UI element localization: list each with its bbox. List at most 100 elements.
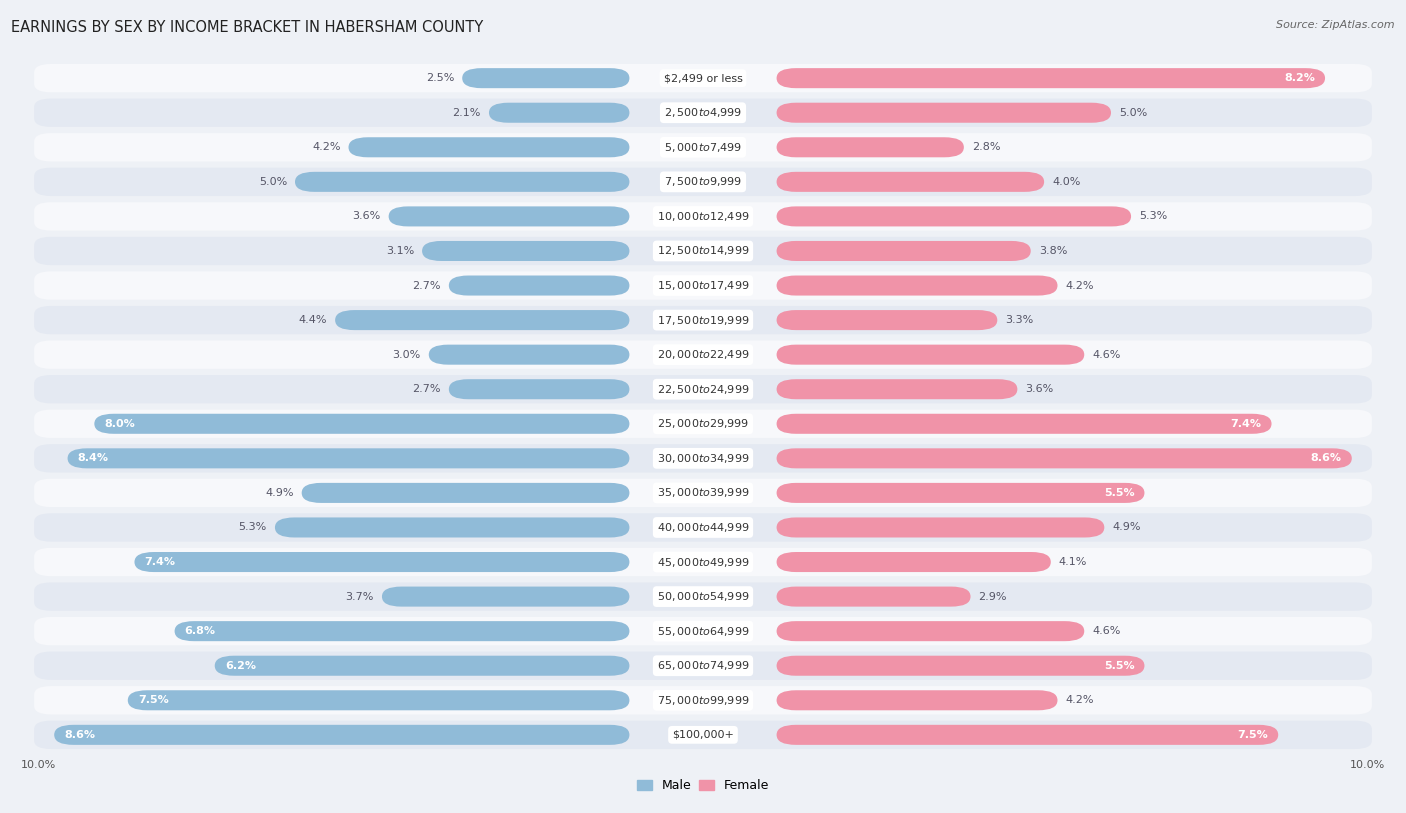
FancyBboxPatch shape: [34, 548, 1372, 576]
FancyBboxPatch shape: [776, 414, 1271, 434]
Text: 2.1%: 2.1%: [453, 107, 481, 118]
Text: 7.5%: 7.5%: [138, 695, 169, 706]
Text: $7,500 to $9,999: $7,500 to $9,999: [664, 176, 742, 189]
FancyBboxPatch shape: [34, 651, 1372, 680]
Text: 7.4%: 7.4%: [145, 557, 176, 567]
Text: $40,000 to $44,999: $40,000 to $44,999: [657, 521, 749, 534]
FancyBboxPatch shape: [776, 448, 1351, 468]
FancyBboxPatch shape: [128, 690, 630, 711]
FancyBboxPatch shape: [34, 582, 1372, 611]
FancyBboxPatch shape: [776, 68, 1324, 88]
Text: $65,000 to $74,999: $65,000 to $74,999: [657, 659, 749, 672]
Text: 3.6%: 3.6%: [1025, 385, 1053, 394]
Text: 4.0%: 4.0%: [1052, 177, 1081, 187]
Text: 5.0%: 5.0%: [1119, 107, 1147, 118]
FancyBboxPatch shape: [34, 410, 1372, 438]
Text: Source: ZipAtlas.com: Source: ZipAtlas.com: [1277, 20, 1395, 30]
Text: 3.6%: 3.6%: [353, 211, 381, 221]
FancyBboxPatch shape: [776, 137, 965, 157]
FancyBboxPatch shape: [776, 276, 1057, 296]
Text: 2.7%: 2.7%: [412, 280, 441, 290]
FancyBboxPatch shape: [429, 345, 630, 365]
FancyBboxPatch shape: [302, 483, 630, 503]
FancyBboxPatch shape: [776, 310, 997, 330]
Text: $30,000 to $34,999: $30,000 to $34,999: [657, 452, 749, 465]
FancyBboxPatch shape: [34, 513, 1372, 541]
Text: $25,000 to $29,999: $25,000 to $29,999: [657, 417, 749, 430]
Text: 2.8%: 2.8%: [972, 142, 1001, 152]
FancyBboxPatch shape: [776, 207, 1130, 227]
FancyBboxPatch shape: [34, 133, 1372, 162]
Text: 10.0%: 10.0%: [21, 759, 56, 770]
Text: $45,000 to $49,999: $45,000 to $49,999: [657, 555, 749, 568]
FancyBboxPatch shape: [94, 414, 630, 434]
Text: 3.8%: 3.8%: [1039, 246, 1067, 256]
FancyBboxPatch shape: [34, 686, 1372, 715]
FancyBboxPatch shape: [489, 102, 630, 123]
Text: 4.2%: 4.2%: [1066, 280, 1094, 290]
FancyBboxPatch shape: [388, 207, 630, 227]
Text: 4.2%: 4.2%: [312, 142, 340, 152]
FancyBboxPatch shape: [776, 656, 1144, 676]
Text: 4.6%: 4.6%: [1092, 626, 1121, 636]
Text: $100,000+: $100,000+: [672, 730, 734, 740]
FancyBboxPatch shape: [34, 341, 1372, 369]
Text: $2,499 or less: $2,499 or less: [664, 73, 742, 83]
FancyBboxPatch shape: [776, 483, 1144, 503]
FancyBboxPatch shape: [422, 241, 630, 261]
Text: 8.6%: 8.6%: [1310, 454, 1341, 463]
FancyBboxPatch shape: [776, 345, 1084, 365]
Text: 10.0%: 10.0%: [1350, 759, 1385, 770]
FancyBboxPatch shape: [776, 172, 1045, 192]
Text: 5.5%: 5.5%: [1104, 488, 1135, 498]
Text: $20,000 to $22,499: $20,000 to $22,499: [657, 348, 749, 361]
Text: 3.0%: 3.0%: [392, 350, 420, 359]
FancyBboxPatch shape: [463, 68, 630, 88]
Text: $15,000 to $17,499: $15,000 to $17,499: [657, 279, 749, 292]
Text: 8.4%: 8.4%: [77, 454, 108, 463]
FancyBboxPatch shape: [776, 241, 1031, 261]
Text: 3.7%: 3.7%: [346, 592, 374, 602]
Text: 4.6%: 4.6%: [1092, 350, 1121, 359]
Text: 8.0%: 8.0%: [104, 419, 135, 428]
FancyBboxPatch shape: [34, 479, 1372, 507]
FancyBboxPatch shape: [34, 306, 1372, 334]
FancyBboxPatch shape: [776, 552, 1050, 572]
Text: $10,000 to $12,499: $10,000 to $12,499: [657, 210, 749, 223]
FancyBboxPatch shape: [34, 272, 1372, 300]
FancyBboxPatch shape: [55, 725, 630, 745]
Text: 4.2%: 4.2%: [1066, 695, 1094, 706]
FancyBboxPatch shape: [34, 444, 1372, 472]
FancyBboxPatch shape: [34, 720, 1372, 749]
FancyBboxPatch shape: [34, 617, 1372, 646]
FancyBboxPatch shape: [295, 172, 630, 192]
Text: $5,000 to $7,499: $5,000 to $7,499: [664, 141, 742, 154]
FancyBboxPatch shape: [34, 202, 1372, 231]
Text: 6.2%: 6.2%: [225, 661, 256, 671]
FancyBboxPatch shape: [349, 137, 630, 157]
Text: $50,000 to $54,999: $50,000 to $54,999: [657, 590, 749, 603]
FancyBboxPatch shape: [776, 379, 1018, 399]
FancyBboxPatch shape: [34, 64, 1372, 93]
Text: 7.5%: 7.5%: [1237, 730, 1268, 740]
Text: 4.1%: 4.1%: [1059, 557, 1087, 567]
Text: 3.3%: 3.3%: [1005, 315, 1033, 325]
FancyBboxPatch shape: [776, 102, 1111, 123]
FancyBboxPatch shape: [776, 517, 1104, 537]
FancyBboxPatch shape: [276, 517, 630, 537]
Text: 5.5%: 5.5%: [1104, 661, 1135, 671]
FancyBboxPatch shape: [449, 276, 630, 296]
Text: $12,500 to $14,999: $12,500 to $14,999: [657, 245, 749, 258]
Text: 5.3%: 5.3%: [239, 523, 267, 533]
FancyBboxPatch shape: [776, 586, 970, 606]
Text: 3.1%: 3.1%: [385, 246, 413, 256]
FancyBboxPatch shape: [335, 310, 630, 330]
FancyBboxPatch shape: [215, 656, 630, 676]
FancyBboxPatch shape: [67, 448, 630, 468]
FancyBboxPatch shape: [34, 375, 1372, 403]
FancyBboxPatch shape: [135, 552, 630, 572]
Text: EARNINGS BY SEX BY INCOME BRACKET IN HABERSHAM COUNTY: EARNINGS BY SEX BY INCOME BRACKET IN HAB…: [11, 20, 484, 35]
Text: 4.4%: 4.4%: [298, 315, 328, 325]
Text: 7.4%: 7.4%: [1230, 419, 1261, 428]
FancyBboxPatch shape: [174, 621, 630, 641]
